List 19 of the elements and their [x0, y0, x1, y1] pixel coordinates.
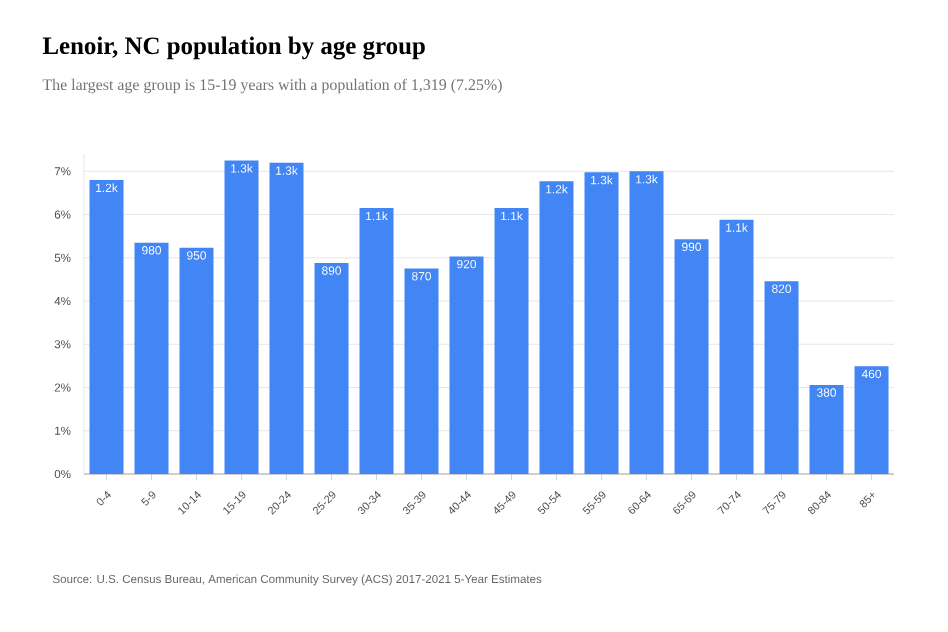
bar [719, 219, 754, 474]
bar [359, 208, 394, 474]
bar [539, 181, 574, 474]
bar [404, 268, 439, 474]
bar [224, 160, 259, 474]
bar [179, 247, 214, 474]
bar [809, 384, 844, 474]
bar [134, 242, 169, 474]
bar [89, 179, 124, 474]
chart-title: Lenoir, NC population by age group [42, 36, 425, 60]
bar [449, 256, 484, 474]
bar [674, 239, 709, 474]
bar [494, 208, 529, 474]
bar [584, 172, 619, 474]
bar [314, 262, 349, 474]
bar [854, 366, 889, 474]
bar [629, 171, 664, 474]
bar [764, 281, 799, 474]
bar [269, 162, 304, 474]
